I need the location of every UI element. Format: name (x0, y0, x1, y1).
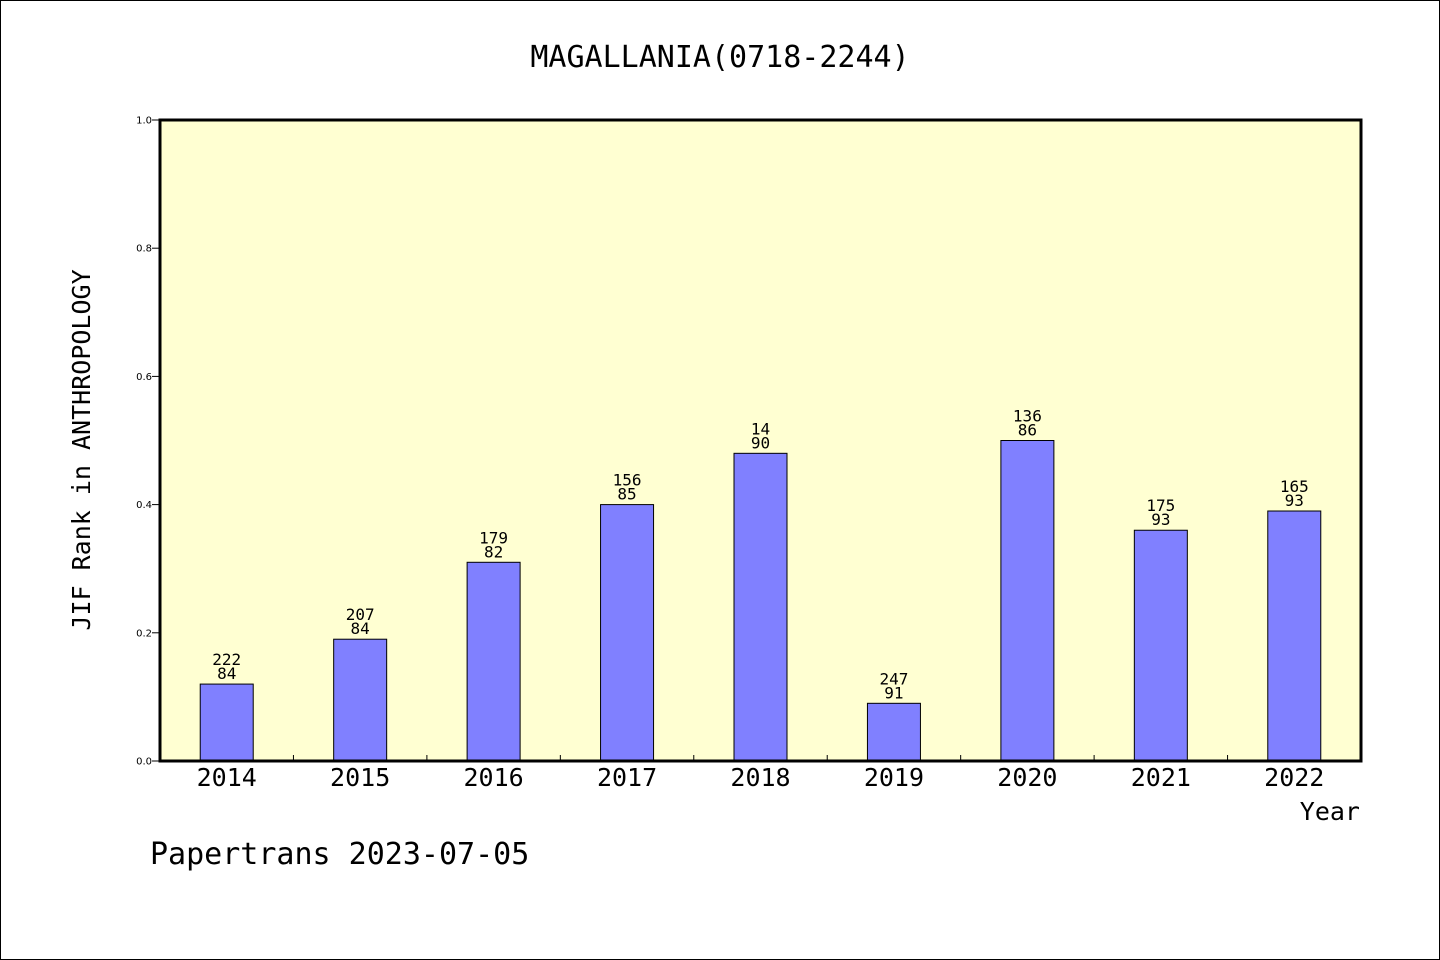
bar-2015 (333, 638, 388, 762)
bar-2021 (1133, 529, 1188, 762)
x-axis-label: Year (1300, 797, 1360, 826)
y-tick-label: 1.0 (136, 116, 152, 127)
data-label-bottom: 90 (751, 433, 770, 452)
bar-2022 (1267, 510, 1322, 762)
x-tick-label: 2014 (197, 763, 257, 792)
data-label-bottom: 93 (1151, 510, 1170, 529)
x-tick-label: 2016 (464, 763, 524, 792)
data-label-top: 207 (346, 605, 375, 624)
data-label-top: 175 (1146, 496, 1175, 515)
bar-2017 (600, 504, 655, 762)
data-label-top: 222 (212, 650, 241, 669)
chart-title: MAGALLANIA(0718-2244) (530, 40, 909, 75)
data-label-bottom: 84 (217, 664, 236, 683)
y-tick-label: 0.8 (136, 244, 152, 255)
data-label-top: 165 (1280, 477, 1309, 496)
x-tick-label: 2020 (997, 763, 1057, 792)
x-tick-label: 2017 (597, 763, 657, 792)
y-tick-label: 0.6 (136, 372, 152, 383)
data-label-top: 136 (1013, 407, 1042, 426)
data-label-bottom: 93 (1285, 491, 1304, 510)
plot-border (158, 118, 1363, 763)
data-label-bottom: 91 (884, 683, 903, 702)
data-label-top: 247 (879, 669, 908, 688)
bar-2014 (199, 683, 254, 762)
bar-2019 (866, 702, 921, 762)
footer-text: Papertrans 2023-07-05 (150, 837, 529, 872)
bars-group (199, 440, 1322, 762)
data-label-bottom: 84 (351, 619, 370, 638)
y-tick-label: 0.2 (136, 628, 152, 639)
bar-2018 (733, 452, 788, 762)
bar-2020 (1000, 440, 1055, 762)
data-label-bottom: 86 (1018, 421, 1037, 440)
data-label-bottom: 82 (484, 542, 503, 561)
x-tick-label: 2019 (864, 763, 924, 792)
data-label-bottom: 85 (617, 485, 636, 504)
y-axis-ticks: 0.0 0.2 0.4 0.6 0.8 1.0 (136, 116, 160, 768)
data-labels-group: 2228420784179821568514902479113686175931… (212, 407, 1308, 703)
bar-2016 (466, 561, 521, 762)
y-tick-label: 0.0 (136, 757, 152, 768)
x-tick-label: 2021 (1131, 763, 1191, 792)
data-label-top: 179 (479, 528, 508, 547)
y-tick-label: 0.4 (136, 500, 152, 511)
x-tick-label: 2022 (1264, 763, 1324, 792)
data-label-top: 14 (751, 419, 770, 438)
x-axis-ticks: 2014 2015 2016 2017 2018 2019 2020 2021 2022 (197, 755, 1324, 792)
y-axis-label: JIF Rank in ANTHROPOLOGY (67, 269, 96, 630)
x-tick-label: 2015 (330, 763, 390, 792)
x-tick-label: 2018 (730, 763, 790, 792)
data-label-top: 156 (613, 471, 642, 490)
